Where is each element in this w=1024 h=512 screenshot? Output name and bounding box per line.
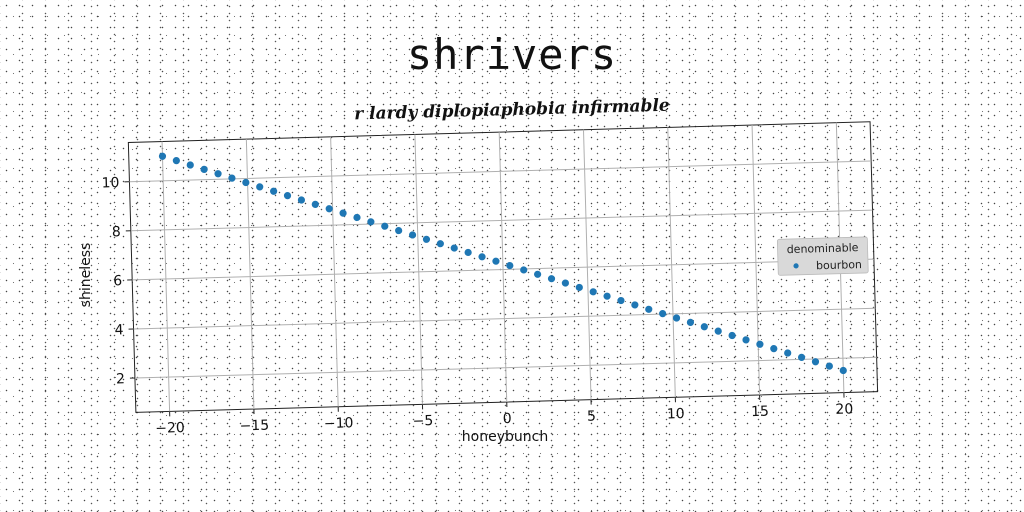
x-tick-label: −15 (239, 418, 269, 435)
data-point (478, 253, 486, 261)
grid-line-x (498, 132, 508, 403)
data-point (339, 209, 347, 217)
data-points (158, 152, 847, 375)
grid-line-y (129, 160, 872, 183)
x-ticks: −20 −15 −10 −5 0 5 10 15 20 (155, 392, 853, 437)
data-point (575, 283, 583, 292)
grid-line-x (751, 125, 761, 395)
data-point (158, 152, 167, 160)
data-point (311, 200, 319, 208)
chart-title: shrivers (406, 30, 618, 79)
data-point (325, 205, 333, 213)
y-ticks: 2 4 6 8 10 (101, 175, 135, 388)
data-point (617, 296, 625, 305)
data-point (353, 213, 361, 222)
data-point (367, 218, 375, 226)
data-point (561, 279, 569, 287)
data-point (700, 323, 708, 331)
grid-line-y (132, 258, 874, 281)
data-point (603, 292, 611, 300)
grid (129, 122, 877, 412)
y-tick-label: 10 (101, 175, 119, 191)
x-tick-label: −10 (324, 415, 354, 432)
data-point (770, 345, 778, 353)
data-point (381, 222, 389, 230)
data-point (520, 266, 528, 274)
data-point (547, 275, 556, 283)
grid-line-x (667, 127, 676, 398)
x-tick-label: −5 (412, 413, 433, 430)
legend-entry-label: bourbon (816, 258, 862, 272)
legend-title: denominable (787, 241, 859, 256)
legend-marker (793, 263, 799, 269)
data-point (464, 248, 472, 257)
grid-line-x (161, 141, 171, 412)
data-point (450, 244, 458, 252)
data-point (186, 161, 194, 169)
data-point (172, 157, 180, 165)
y-tick-label: 4 (114, 322, 123, 338)
data-point (422, 235, 431, 243)
data-point (408, 231, 417, 239)
data-point (283, 192, 292, 200)
x-tick-label: 15 (751, 404, 769, 420)
data-point (742, 336, 750, 344)
grid-line-y (133, 307, 876, 330)
data-point (686, 318, 695, 327)
data-point (492, 257, 500, 265)
grid-line-y (134, 356, 877, 379)
data-point (395, 226, 403, 235)
data-point (811, 358, 820, 366)
legend-box (776, 236, 869, 276)
x-tick-label: 0 (503, 411, 512, 427)
data-point (825, 362, 833, 370)
data-point (270, 187, 278, 195)
data-point (534, 270, 542, 278)
data-point (297, 196, 306, 204)
data-point (659, 310, 667, 318)
grid-line-x (582, 129, 592, 400)
data-point (672, 314, 681, 322)
y-tick-label: 6 (113, 273, 122, 289)
x-tick-label: −20 (155, 420, 185, 437)
data-point (797, 353, 806, 361)
y-tick-label: 8 (112, 224, 121, 240)
data-point (756, 340, 764, 348)
data-point (506, 261, 514, 270)
data-point (200, 165, 208, 173)
data-point (645, 305, 653, 313)
x-axis-label: honeybunch (462, 429, 548, 445)
x-tick-label: 5 (587, 409, 596, 425)
data-point (714, 327, 722, 335)
y-tick-label: 2 (116, 371, 125, 387)
grid-line-x (330, 136, 339, 407)
data-point (256, 183, 264, 191)
data-point (784, 349, 792, 357)
plot-area: −20 −15 −10 −5 0 5 10 15 20 2 4 6 8 10 denominable b… (101, 121, 879, 437)
grid-line-y (130, 209, 873, 232)
data-point (589, 288, 597, 296)
data-point (839, 366, 847, 375)
data-point (228, 174, 236, 182)
data-point (214, 170, 222, 178)
data-point (436, 240, 444, 248)
grid-line-x (414, 134, 423, 405)
legend: denominable bourbon (776, 236, 869, 276)
data-point (728, 331, 736, 340)
x-tick-label: 10 (667, 406, 685, 422)
x-tick-label: 20 (835, 401, 853, 417)
y-axis-label: shineless (78, 243, 94, 308)
data-point (242, 178, 250, 187)
data-point (631, 301, 639, 309)
